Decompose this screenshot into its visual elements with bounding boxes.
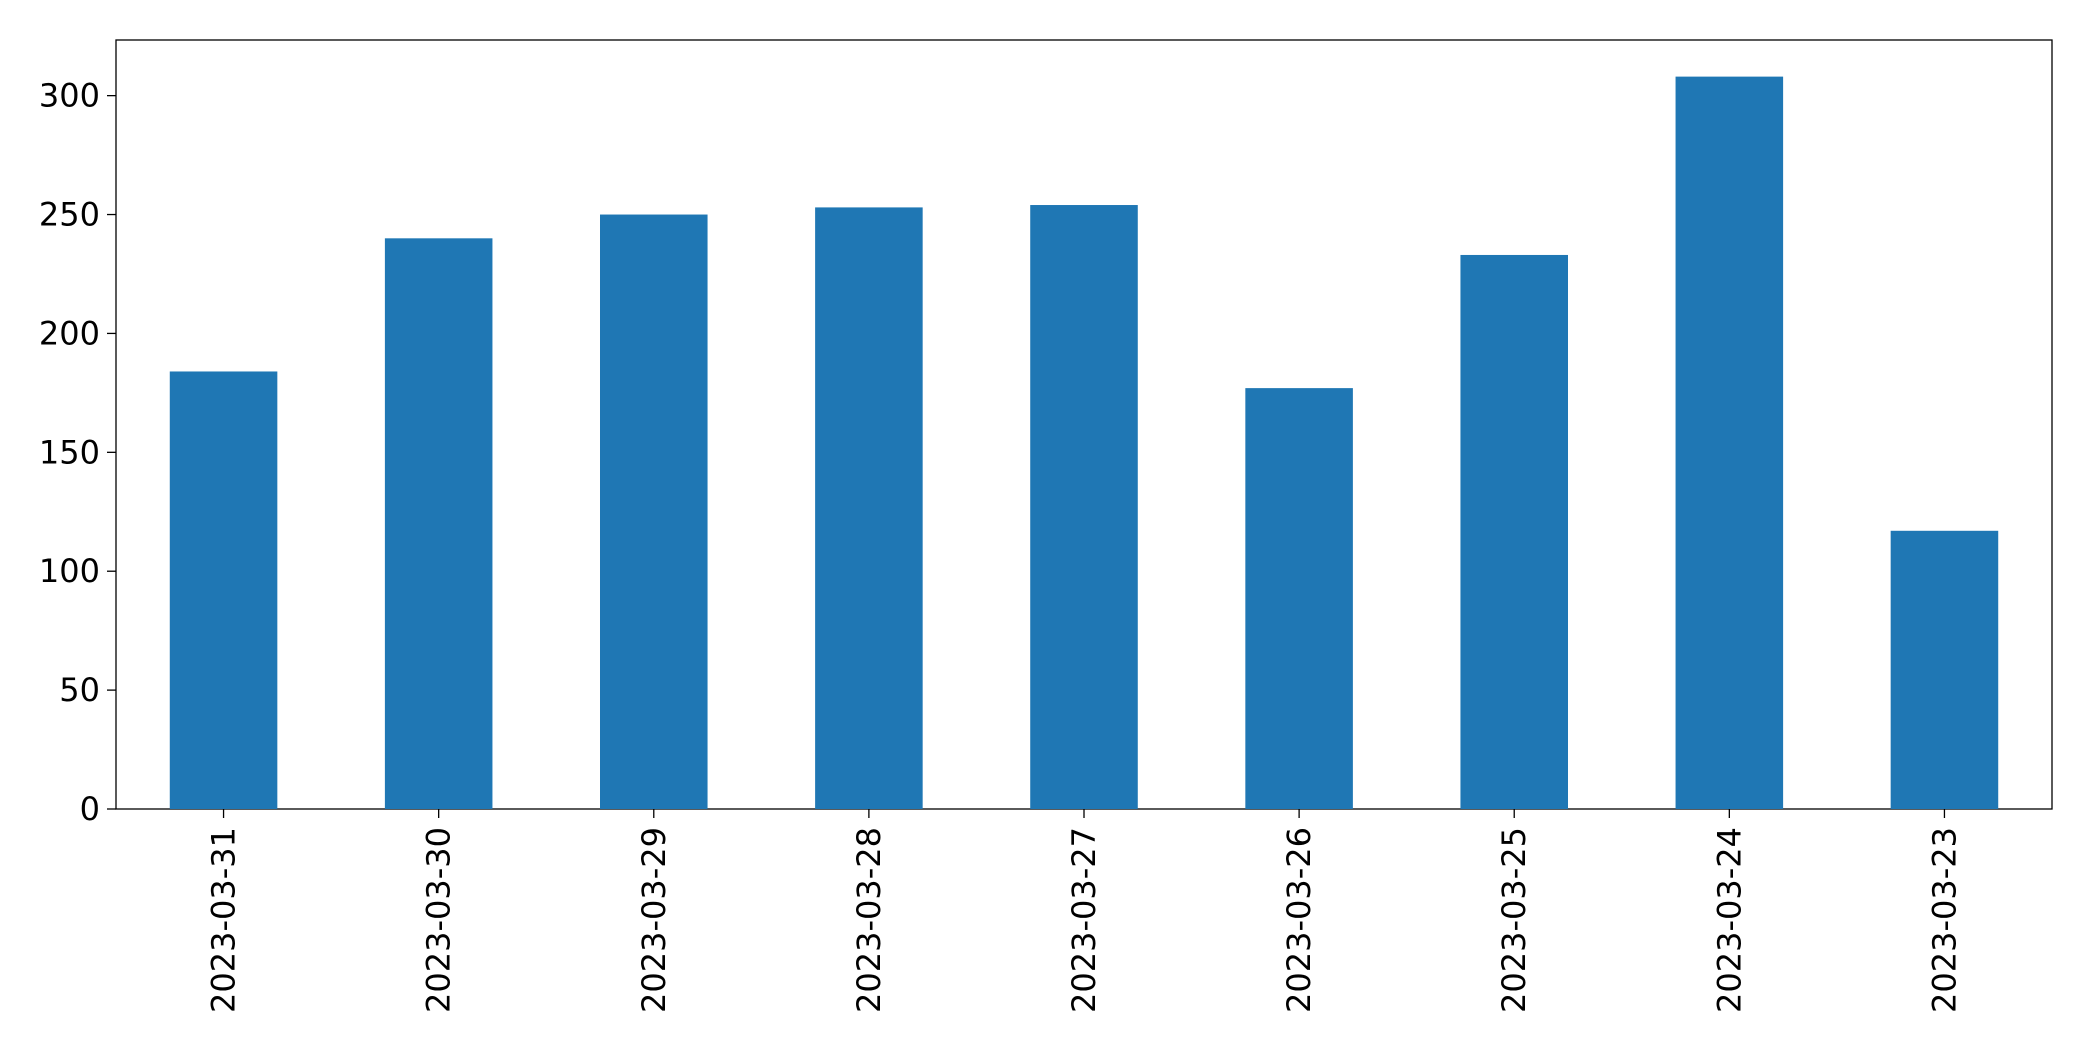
bar: [1890, 530, 1999, 809]
x-tick-label: 2023-03-29: [635, 827, 673, 1013]
x-tick-label: 2023-03-27: [1065, 827, 1103, 1013]
y-tick-label: 0: [80, 790, 100, 828]
x-tick-label: 2023-03-28: [850, 827, 888, 1013]
x-tick-label: 2023-03-24: [1710, 827, 1748, 1013]
bar: [1460, 254, 1568, 810]
bar: [1245, 388, 1353, 809]
bar: [384, 238, 493, 809]
x-tick-label: 2023-03-26: [1280, 827, 1318, 1013]
y-tick-label: 100: [39, 552, 100, 590]
y-tick-label: 200: [39, 314, 100, 352]
bar: [1675, 76, 1784, 810]
y-tick-label: 250: [39, 196, 100, 234]
x-tick-label: 2023-03-30: [420, 827, 458, 1013]
bar: [600, 214, 708, 810]
x-tick-label: 2023-03-23: [1925, 827, 1963, 1013]
bar: [815, 207, 923, 809]
x-tick-label: 2023-03-31: [205, 827, 243, 1013]
bar: [1030, 205, 1138, 809]
x-tick-label: 2023-03-25: [1495, 827, 1533, 1013]
y-tick-label: 50: [59, 671, 100, 709]
y-tick-label: 300: [39, 77, 100, 115]
bar: [169, 371, 278, 809]
y-tick-label: 150: [39, 433, 100, 471]
